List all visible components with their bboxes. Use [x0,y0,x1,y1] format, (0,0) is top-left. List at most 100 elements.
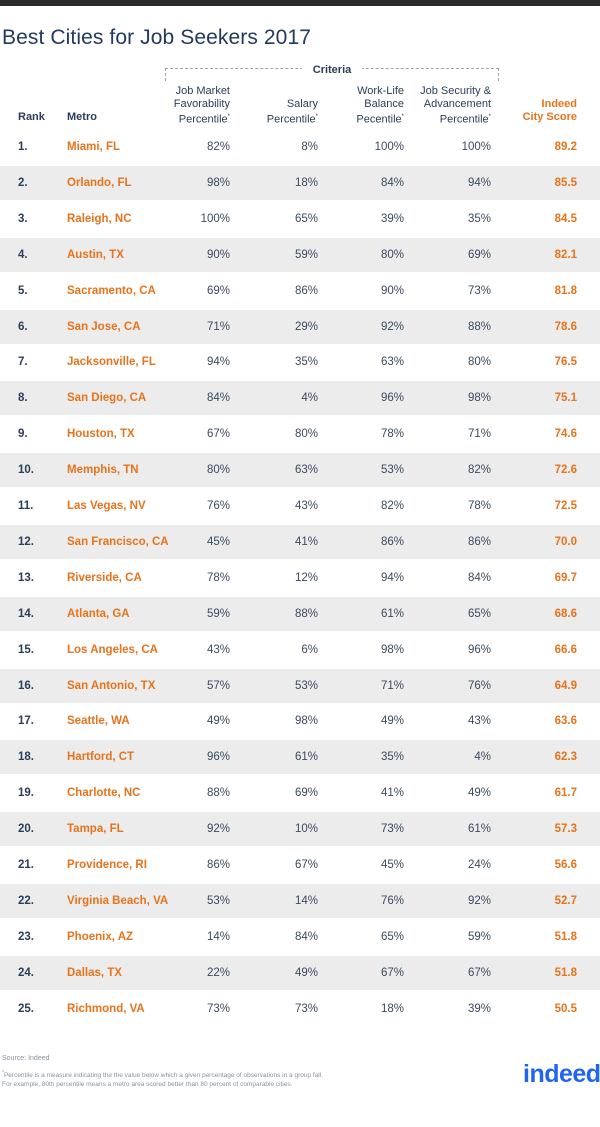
job-market-cell: 92% [206,823,230,836]
metro-cell: Hartford, CT [67,751,135,764]
work-life-cell: 18% [380,1002,404,1015]
rank-cell: 21. [18,859,34,871]
header-work-life-line3: Pecentile* [356,113,404,126]
rank-cell: 19. [18,787,34,800]
salary-cell: 53% [294,679,318,692]
job-market-cell: 14% [206,930,230,943]
job-market-cell: 78% [206,571,230,584]
job-market-cell: 80% [206,464,230,477]
rank-cell: 24. [18,966,34,979]
work-life-cell: 98% [380,643,404,656]
job-security-cell: 69% [467,248,491,261]
job-market-cell: 90% [206,248,230,261]
header-job-market: Job Market Favorability Percentile* [140,85,230,127]
work-life-cell: 49% [380,715,404,728]
city-score-cell: 75.1 [554,392,577,405]
salary-cell: 80% [294,428,318,441]
table-row: 22. Virginia Beach, VA 53% 14% 76% 92% 52.7 [0,883,600,918]
job-security-cell: 65% [467,607,491,620]
rank-cell: 14. [18,607,34,620]
table-row: 10. Memphis, TN 80% 63% 53% 82% 72.6 [0,453,600,488]
salary-cell: 43% [294,500,318,512]
job-market-cell: 82% [206,141,230,153]
work-life-cell: 41% [380,787,404,800]
job-security-cell: 76% [467,679,491,692]
header-salary-line2: Percentile* [266,113,318,126]
salary-cell: 49% [294,966,318,979]
job-security-cell: 92% [467,894,491,907]
job-market-cell: 84% [206,392,230,405]
salary-cell: 88% [294,607,318,620]
city-score-cell: 89.2 [554,141,577,153]
header-job-security-line1: Job Security & [420,85,491,97]
city-score-cell: 76.5 [554,356,577,369]
metro-cell: San Jose, CA [67,320,141,333]
salary-cell: 59% [294,248,318,261]
job-market-cell: 69% [206,284,230,297]
salary-cell: 10% [294,823,318,836]
salary-cell: 61% [294,751,318,764]
salary-cell: 98% [294,715,318,728]
salary-cell: 29% [294,320,318,333]
city-score-cell: 51.8 [554,966,577,979]
rank-cell: 9. [18,428,28,441]
metro-cell: Charlotte, NC [67,787,141,800]
work-life-cell: 45% [380,859,404,871]
table-row: 23. Phoenix, AZ 14% 84% 65% 59% 51.8 [0,920,600,954]
work-life-cell: 94% [380,571,404,584]
work-life-cell: 96% [380,392,404,405]
job-market-cell: 98% [206,176,230,189]
header-job-market-line2: Favorability [173,98,230,110]
table-row: 15. Los Angeles, CA 43% 6% 98% 96% 66.6 [0,633,600,667]
job-security-cell: 88% [467,320,491,333]
metro-cell: Seattle, WA [67,715,130,728]
job-security-cell: 80% [467,356,491,369]
job-market-cell: 53% [206,894,230,907]
job-market-cell: 96% [206,751,230,764]
work-life-cell: 84% [380,176,404,189]
job-security-cell: 24% [467,859,491,871]
table-row: 20. Tampa, FL 92% 10% 73% 61% 57.3 [0,812,600,847]
work-life-cell: 78% [380,428,404,441]
job-market-cell: 71% [206,320,230,333]
salary-cell: 86% [294,284,318,297]
job-market-cell: 76% [206,500,230,512]
job-security-cell: 94% [467,176,491,189]
table-row: 18. Hartford, CT 96% 61% 35% 4% 62.3 [0,740,600,775]
job-security-cell: 49% [467,787,491,800]
job-security-cell: 4% [474,751,491,764]
work-life-cell: 35% [380,751,404,764]
salary-cell: 69% [294,787,318,800]
job-security-cell: 98% [467,392,491,405]
metro-cell: Providence, RI [67,859,147,871]
table-row: 21. Providence, RI 86% 67% 45% 24% 56.6 [0,848,600,882]
salary-cell: 73% [294,1002,318,1015]
table-row: 11. Las Vegas, NV 76% 43% 82% 78% 72.5 [0,489,600,523]
header-rank: Rank [18,111,45,123]
footnote-line2: For example, 80th percentile means a met… [2,1081,293,1089]
job-security-cell: 86% [467,535,491,548]
job-security-cell: 84% [467,571,491,584]
table-row: 8. San Diego, CA 84% 4% 96% 98% 75.1 [0,381,600,416]
table-row: 2. Orlando, FL 98% 18% 84% 94% 85.5 [0,165,600,200]
rank-cell: 4. [18,248,28,261]
job-security-cell: 71% [467,428,491,441]
metro-cell: Virginia Beach, VA [67,894,169,907]
footnote-line1: *Percentile is a measure indicating the … [2,1070,324,1080]
rank-cell: 13. [18,571,34,584]
metro-cell: Jacksonville, FL [67,356,156,369]
percentile-footnote: *Percentile is a measure indicating the … [2,1069,422,1089]
work-life-cell: 39% [380,212,404,225]
work-life-cell: 86% [380,535,404,548]
metro-cell: San Francisco, CA [67,535,169,548]
work-life-cell: 76% [380,894,404,907]
salary-cell: 67% [294,859,318,871]
city-score-cell: 82.1 [554,248,577,261]
city-score-cell: 78.6 [554,320,577,333]
salary-cell: 6% [301,643,318,656]
rank-cell: 3. [18,212,28,225]
job-market-cell: 43% [206,643,230,656]
city-score-cell: 63.6 [554,715,577,728]
work-life-cell: 73% [380,823,404,836]
table-row: 9. Houston, TX 67% 80% 78% 71% 74.6 [0,417,600,451]
